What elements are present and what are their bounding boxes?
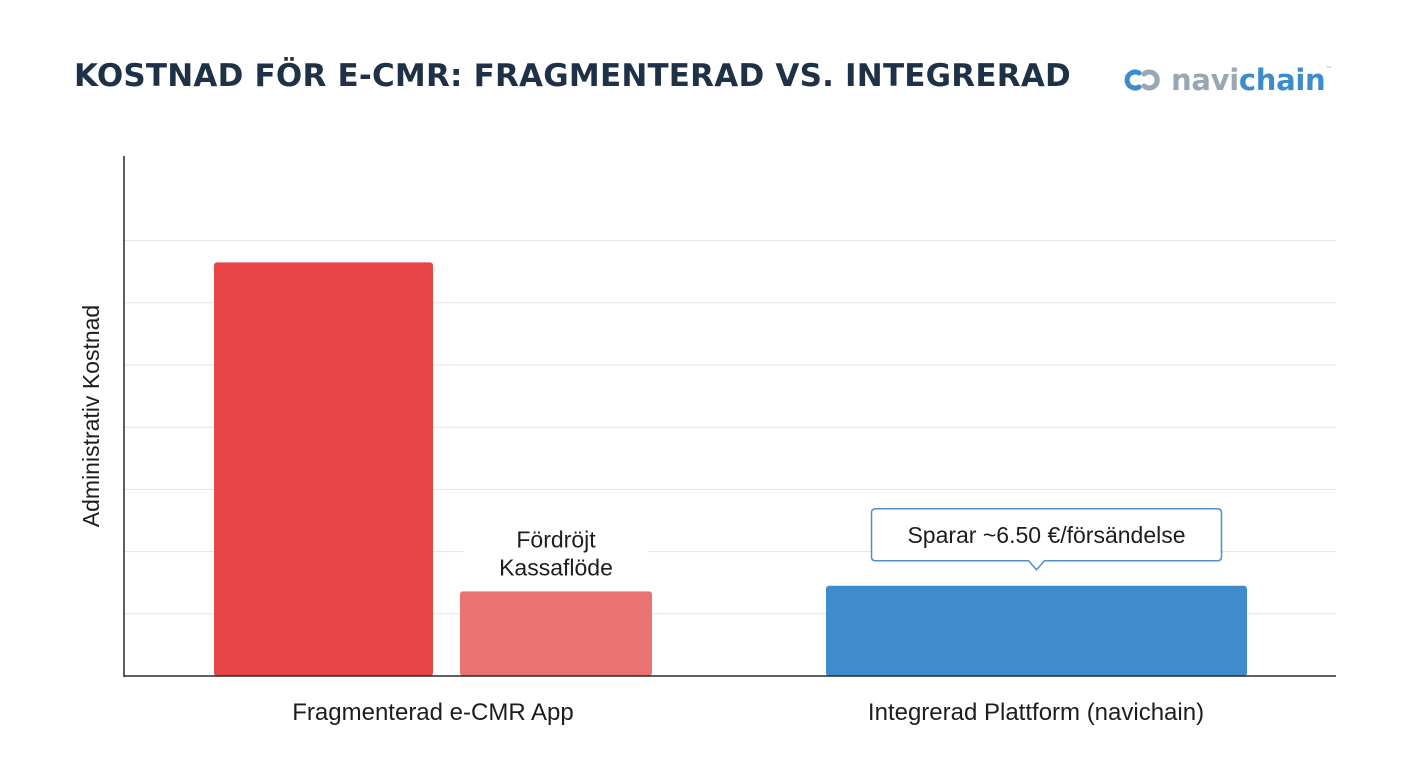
bar-annotation-line: Fördröjt bbox=[516, 526, 596, 552]
trademark-mark: ™ bbox=[1326, 66, 1332, 73]
bar bbox=[214, 262, 433, 676]
chart-title: KOSTNAD FÖR E-CMR: FRAGMENTERAD VS. INTE… bbox=[74, 58, 1071, 94]
category-label: Integrerad Plattform (navichain) bbox=[868, 699, 1204, 726]
chain-link-icon bbox=[1124, 69, 1160, 91]
annotation-background bbox=[464, 521, 648, 584]
bar bbox=[826, 585, 1247, 676]
callout-box bbox=[870, 508, 1223, 571]
y-axis-label: Administrativ Kostnad bbox=[78, 305, 104, 527]
category-label: Fragmenterad e-CMR App bbox=[292, 699, 573, 726]
bar bbox=[460, 591, 652, 676]
category-labels: Fragmenterad e-CMR App Integrerad Plattfo… bbox=[292, 699, 1204, 726]
navichain-logo: navichain bbox=[1122, 62, 1326, 98]
callout-text: Sparar ~6.50 €/försändelse bbox=[907, 522, 1185, 548]
logo-text: navichain bbox=[1171, 63, 1326, 97]
bars bbox=[214, 262, 1247, 676]
bar-annotation-line: Kassaflöde bbox=[499, 554, 613, 580]
